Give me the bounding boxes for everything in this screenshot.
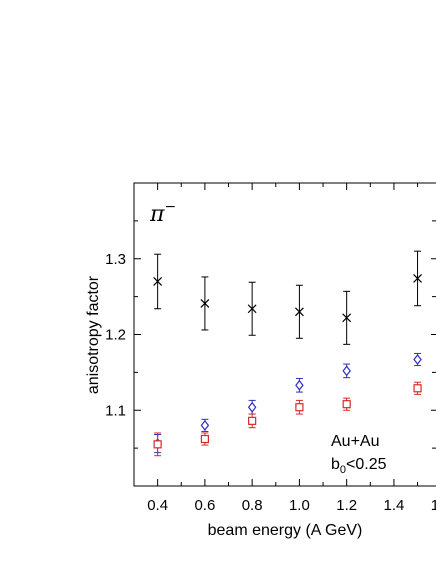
series-diamond <box>153 352 422 454</box>
data-marks <box>153 250 422 457</box>
x-tick-label: 1.0 <box>289 497 310 514</box>
data-point-cross <box>247 304 257 314</box>
x-tick-label: 1.2 <box>336 497 357 514</box>
data-point-cross <box>200 299 210 308</box>
x-tick-label: 1.4 <box>383 497 404 514</box>
plot-border <box>133 182 436 487</box>
data-point-square <box>342 400 351 409</box>
data-point-square <box>248 416 257 425</box>
y-tick-label: 1.1 <box>105 402 126 419</box>
y-axis-label: anisotropy factor <box>85 275 102 394</box>
data-point-square <box>413 384 422 393</box>
annotation-impact: b0<0.25 <box>331 456 387 476</box>
data-point-square <box>153 440 162 449</box>
data-point-cross <box>342 313 352 323</box>
plot-frame <box>133 182 436 487</box>
axis-ticks: 0.4 0.6 0.8 1.0 1.2 1.4 1.6 1.1 1.2 1.3 <box>105 183 436 514</box>
data-point-cross <box>294 307 304 317</box>
x-tick-label: 0.4 <box>147 497 168 514</box>
x-axis-label: beam energy (A GeV) <box>208 522 363 539</box>
particle-symbol: π <box>149 202 165 227</box>
data-point-cross <box>153 277 163 286</box>
x-tick-label: 0.6 <box>194 497 215 514</box>
y-tick-label: 1.2 <box>105 327 126 344</box>
y-tick-label: 1.3 <box>105 251 126 268</box>
series-cross <box>153 250 422 345</box>
annotation-impact-value: <0.25 <box>346 456 387 473</box>
data-point-diamond <box>413 354 422 365</box>
annotation-system: Au+Au <box>331 433 379 450</box>
annotation-impact-sub: 0 <box>340 464 346 476</box>
data-point-diamond <box>247 401 257 413</box>
data-point-square <box>200 434 209 444</box>
data-point-cross <box>413 274 422 283</box>
data-point-diamond <box>200 419 210 431</box>
particle-label: π− <box>149 199 176 227</box>
data-point-diamond <box>342 365 351 377</box>
particle-charge: − <box>164 199 176 215</box>
x-tick-label: 1.6 <box>431 497 436 514</box>
annotation-impact-b: b <box>331 456 340 473</box>
x-tick-label: 0.8 <box>242 497 263 514</box>
data-point-square <box>295 403 304 412</box>
series-square <box>153 381 422 457</box>
data-point-diamond <box>295 379 304 391</box>
